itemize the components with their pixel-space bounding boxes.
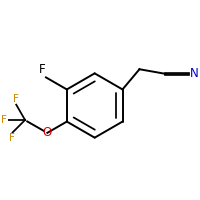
Text: F: F	[13, 94, 19, 104]
Text: O: O	[43, 126, 52, 139]
Text: F: F	[1, 115, 6, 125]
Text: N: N	[190, 67, 199, 80]
Text: F: F	[9, 133, 15, 143]
Text: F: F	[38, 63, 45, 76]
